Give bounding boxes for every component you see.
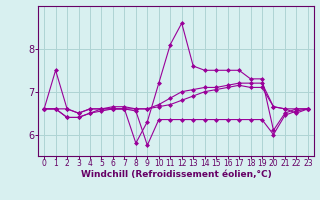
X-axis label: Windchill (Refroidissement éolien,°C): Windchill (Refroidissement éolien,°C) [81,170,271,179]
